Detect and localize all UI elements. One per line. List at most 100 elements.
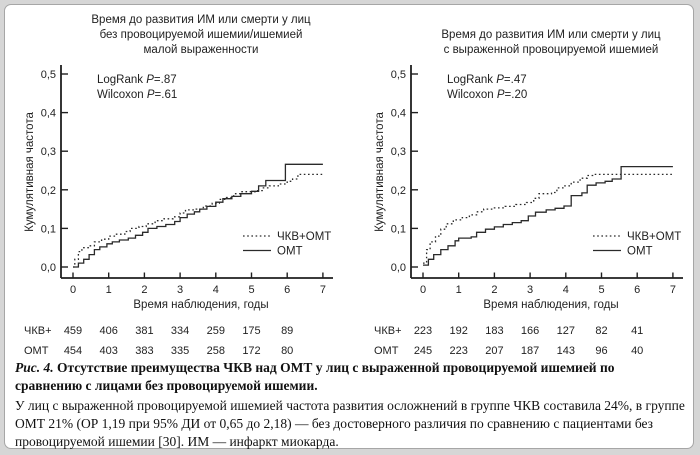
svg-text:381: 381 xyxy=(135,325,153,337)
svg-text:0,5: 0,5 xyxy=(41,69,56,81)
svg-text:7: 7 xyxy=(320,284,326,296)
svg-text:245: 245 xyxy=(414,345,432,357)
svg-text:0,5: 0,5 xyxy=(391,69,406,81)
svg-text:172: 172 xyxy=(242,345,260,357)
svg-text:4: 4 xyxy=(563,284,569,296)
series-dotted xyxy=(423,173,673,264)
svg-text:80: 80 xyxy=(281,345,293,357)
risk-table: ЧКВ+ 459 406 381 334 259 175 89 ОМТ 454 403 383 335 2… xyxy=(24,325,293,357)
x-tick-labels: 0 1 2 3 4 5 6 7 xyxy=(70,272,326,296)
figure-caption: Рис. 4. Отсутствие преимущества ЧКВ над … xyxy=(15,359,681,394)
svg-text:LogRank P=.47: LogRank P=.47 xyxy=(447,74,527,86)
svg-text:143: 143 xyxy=(557,345,575,357)
svg-text:223: 223 xyxy=(450,345,468,357)
svg-text:ОМТ: ОМТ xyxy=(374,345,399,357)
chart-left-no-ischemia: Время до развития ИМ или смерти у лиц без… xyxy=(24,14,333,357)
svg-text:0,4: 0,4 xyxy=(41,108,56,120)
svg-text:малой выраженности: малой выраженности xyxy=(144,44,259,56)
svg-text:127: 127 xyxy=(557,325,575,337)
svg-text:403: 403 xyxy=(100,345,118,357)
chart-title: Время до развития ИМ или смерти у лиц с в… xyxy=(441,29,661,56)
svg-text:383: 383 xyxy=(135,345,153,357)
svg-text:89: 89 xyxy=(281,325,293,337)
x-axis-label: Время наблюдения, годы xyxy=(483,299,618,311)
svg-text:Wilcoxon P=.20: Wilcoxon P=.20 xyxy=(447,89,527,101)
svg-text:5: 5 xyxy=(598,284,604,296)
series-solid xyxy=(423,165,673,266)
svg-text:82: 82 xyxy=(595,325,607,337)
figure-panel: Время до развития ИМ или смерти у лиц без… xyxy=(4,4,694,449)
figure-note: У лиц с выраженной провоцируемой ишемией… xyxy=(15,398,685,449)
svg-text:6: 6 xyxy=(284,284,290,296)
legend: ЧКВ+ОМТ ОМТ xyxy=(593,231,681,258)
svg-text:Время до развития ИМ или смерт: Время до развития ИМ или смерти у лиц xyxy=(441,29,661,41)
svg-text:ЧКВ+: ЧКВ+ xyxy=(374,325,402,337)
svg-text:4: 4 xyxy=(213,284,219,296)
svg-text:Время до развития ИМ или смерт: Время до развития ИМ или смерти у лиц xyxy=(91,14,311,26)
chart-title: Время до развития ИМ или смерти у лиц без… xyxy=(91,14,311,56)
svg-text:ЧКВ+ОМТ: ЧКВ+ОМТ xyxy=(277,231,331,243)
svg-text:0,4: 0,4 xyxy=(391,108,406,120)
svg-text:0: 0 xyxy=(420,284,426,296)
svg-text:Кумулятивная частота: Кумулятивная частота xyxy=(374,112,386,232)
svg-text:LogRank P=.87: LogRank P=.87 xyxy=(97,74,177,86)
svg-text:41: 41 xyxy=(631,325,643,337)
svg-text:0,1: 0,1 xyxy=(41,223,56,235)
svg-text:1: 1 xyxy=(456,284,462,296)
svg-text:0,2: 0,2 xyxy=(391,185,406,197)
svg-text:207: 207 xyxy=(485,345,503,357)
svg-text:ОМТ: ОМТ xyxy=(277,246,303,258)
svg-text:2: 2 xyxy=(491,284,497,296)
svg-text:1: 1 xyxy=(106,284,112,296)
svg-text:6: 6 xyxy=(634,284,640,296)
x-tick-labels: 0 1 2 3 4 5 6 7 xyxy=(420,272,676,296)
svg-text:5: 5 xyxy=(248,284,254,296)
svg-text:Wilcoxon P=.61: Wilcoxon P=.61 xyxy=(97,89,177,101)
svg-text:с выраженной провоцируемой ише: с выраженной провоцируемой ишемией xyxy=(444,44,659,56)
svg-text:2: 2 xyxy=(141,284,147,296)
stats-block: LogRank P=.47 Wilcoxon P=.20 xyxy=(447,74,527,101)
figure-caption-label: Рис. 4. xyxy=(15,360,54,375)
svg-text:7: 7 xyxy=(670,284,676,296)
svg-text:0: 0 xyxy=(70,284,76,296)
svg-text:183: 183 xyxy=(485,325,503,337)
svg-text:175: 175 xyxy=(242,325,260,337)
svg-text:40: 40 xyxy=(631,345,643,357)
svg-text:96: 96 xyxy=(595,345,607,357)
svg-text:ЧКВ+: ЧКВ+ xyxy=(24,325,52,337)
svg-text:Время наблюдения, годы: Время наблюдения, годы xyxy=(133,299,268,311)
stats-block: LogRank P=.87 Wilcoxon P=.61 xyxy=(97,74,177,101)
svg-text:334: 334 xyxy=(171,325,189,337)
svg-text:0,3: 0,3 xyxy=(391,146,406,158)
svg-text:0,0: 0,0 xyxy=(391,262,406,274)
svg-text:без провоцируемой ишемии/ишеми: без провоцируемой ишемии/ишемией xyxy=(100,29,303,41)
y-axis-label: Кумулятивная частота xyxy=(24,112,36,232)
svg-text:406: 406 xyxy=(100,325,118,337)
svg-text:187: 187 xyxy=(521,345,539,357)
svg-text:3: 3 xyxy=(527,284,533,296)
svg-text:3: 3 xyxy=(177,284,183,296)
svg-text:192: 192 xyxy=(450,325,468,337)
svg-text:ЧКВ+ОМТ: ЧКВ+ОМТ xyxy=(627,231,681,243)
y-tick-labels: 0,0 0,1 0,2 0,3 0,4 0,5 xyxy=(391,69,418,274)
svg-text:Кумулятивная частота: Кумулятивная частота xyxy=(24,112,36,232)
svg-text:335: 335 xyxy=(171,345,189,357)
legend: ЧКВ+ОМТ ОМТ xyxy=(243,231,331,258)
svg-text:166: 166 xyxy=(521,325,539,337)
svg-text:259: 259 xyxy=(207,325,225,337)
svg-text:459: 459 xyxy=(64,325,82,337)
chart-right-pronounced-ischemia: Время до развития ИМ или смерти у лиц с в… xyxy=(374,29,683,357)
svg-text:454: 454 xyxy=(64,345,82,357)
svg-text:ОМТ: ОМТ xyxy=(24,345,49,357)
svg-text:0,0: 0,0 xyxy=(41,262,56,274)
series-solid xyxy=(73,163,323,268)
svg-text:0,2: 0,2 xyxy=(41,185,56,197)
svg-text:0,3: 0,3 xyxy=(41,146,56,158)
risk-table: ЧКВ+ 223 192 183 166 127 82 41 ОМТ 245 223 207 187 14… xyxy=(374,325,643,357)
svg-text:223: 223 xyxy=(414,325,432,337)
x-axis-label: Время наблюдения, годы xyxy=(133,299,268,311)
y-tick-labels: 0,0 0,1 0,2 0,3 0,4 0,5 xyxy=(41,69,68,274)
y-axis-label: Кумулятивная частота xyxy=(374,112,386,232)
svg-text:258: 258 xyxy=(207,345,225,357)
svg-text:Время наблюдения, годы: Время наблюдения, годы xyxy=(483,299,618,311)
